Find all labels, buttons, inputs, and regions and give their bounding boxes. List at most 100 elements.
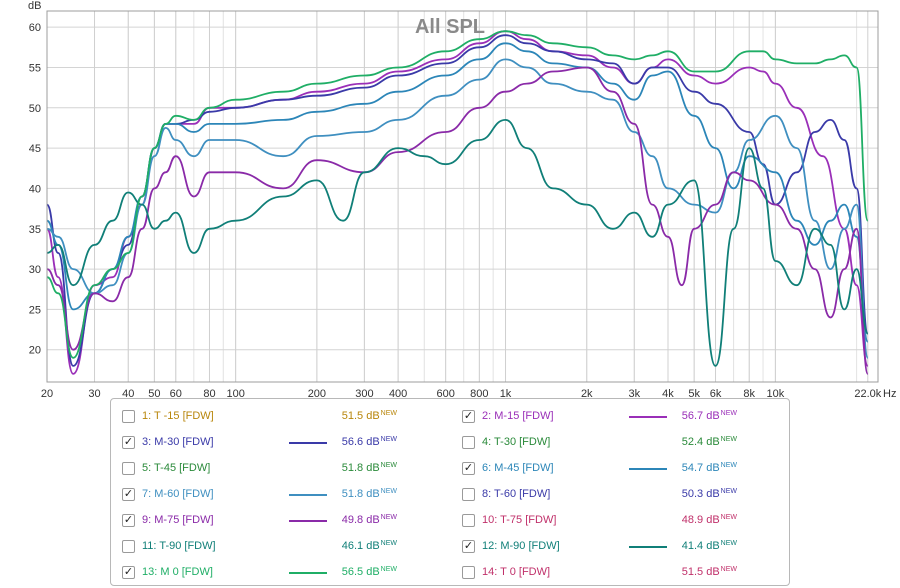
x-tick-label: 8k <box>743 388 755 400</box>
y-tick-label: 60 <box>29 22 41 34</box>
x-tick-label: 400 <box>389 388 407 400</box>
legend-row: ✓ 3: M-30 [FDW] 56.6 dBNEW 4: T-30 [FDW] 52.… <box>111 430 789 456</box>
legend-label[interactable]: 1: T -15 [FDW] <box>142 410 214 422</box>
series-line-3 <box>47 42 869 343</box>
series-line-5 <box>47 66 869 375</box>
y-tick-label: 40 <box>29 183 41 195</box>
legend-label[interactable]: 9: M-75 [FDW] <box>142 514 214 526</box>
legend-new-badge: NEW <box>380 462 397 469</box>
legend-value: 51.5 dBNEW <box>337 410 397 422</box>
y-tick-label: 25 <box>29 304 41 316</box>
legend-value-text: 51.8 dB <box>341 462 380 474</box>
legend-checkbox[interactable] <box>462 514 475 527</box>
legend-name: M-75 [FDW] <box>154 514 214 526</box>
x-tick-label: 20 <box>41 388 53 400</box>
legend-new-badge: NEW <box>380 436 397 443</box>
legend-row: ✓ 7: M-60 [FDW] 51.8 dBNEW 8: T-60 [FDW] 50.… <box>111 482 789 508</box>
x-tick-label: 22.0k <box>854 388 881 400</box>
legend-new-badge: NEW <box>380 514 397 521</box>
series-line-7 <box>47 30 869 359</box>
legend-value: 51.8 dBNEW <box>337 462 397 474</box>
legend-checkbox[interactable] <box>122 410 135 423</box>
legend-label[interactable]: 8: T-60 [FDW] <box>482 488 550 500</box>
legend-label[interactable]: 12: M-90 [FDW] <box>482 540 560 552</box>
legend-entry: ✓ 2: M-15 [FDW] 56.7 dBNEW <box>451 404 791 430</box>
x-tick-label: 30 <box>88 388 100 400</box>
legend-panel: 1: T -15 [FDW] 51.5 dBNEW ✓ 2: M-15 [FDW] 56… <box>110 398 790 586</box>
y-axis-unit: dB <box>28 0 41 12</box>
legend-line-swatch <box>629 416 667 418</box>
legend-value: 41.4 dBNEW <box>677 540 737 552</box>
legend-line-swatch <box>289 572 327 574</box>
legend-entry: ✓ 13: M 0 [FDW] 56.5 dBNEW <box>111 560 451 586</box>
legend-value: 49.8 dBNEW <box>337 514 397 526</box>
legend-number: 8: <box>482 488 492 500</box>
legend-value: 54.7 dBNEW <box>677 462 737 474</box>
legend-line-swatch <box>289 520 327 522</box>
legend-label[interactable]: 3: M-30 [FDW] <box>142 436 214 448</box>
legend-name: T-60 [FDW] <box>494 488 551 500</box>
legend-row: ✓ 9: M-75 [FDW] 49.8 dBNEW 10: T-75 [FDW] 48… <box>111 508 789 534</box>
legend-checkbox[interactable] <box>122 540 135 553</box>
legend-number: 13: <box>142 566 158 578</box>
legend-label[interactable]: 11: T-90 [FDW] <box>142 540 216 552</box>
legend-value-text: 51.8 dB <box>341 488 380 500</box>
legend-number: 4: <box>482 436 492 448</box>
legend-line-swatch <box>289 442 327 444</box>
legend-label[interactable]: 6: M-45 [FDW] <box>482 462 554 474</box>
legend-name: T-75 [FDW] <box>500 514 557 526</box>
series-line-2 <box>47 34 869 367</box>
x-axis-unit: Hz <box>883 388 896 400</box>
legend-entry: ✓ 7: M-60 [FDW] 51.8 dBNEW <box>111 482 451 508</box>
legend-label[interactable]: 7: M-60 [FDW] <box>142 488 214 500</box>
legend-number: 1: <box>142 410 152 422</box>
legend-new-badge: NEW <box>380 488 397 495</box>
legend-name: M-90 [FDW] <box>500 540 560 552</box>
legend-checkbox[interactable]: ✓ <box>122 514 135 527</box>
legend-checkbox[interactable] <box>122 462 135 475</box>
legend-new-badge: NEW <box>720 540 737 547</box>
legend-value: 46.1 dBNEW <box>337 540 397 552</box>
legend-checkbox[interactable] <box>462 566 475 579</box>
legend-checkbox[interactable] <box>462 436 475 449</box>
legend-label[interactable]: 2: M-15 [FDW] <box>482 410 554 422</box>
legend-checkbox[interactable]: ✓ <box>122 566 135 579</box>
legend-number: 6: <box>482 462 492 474</box>
legend-value-text: 52.4 dB <box>681 436 720 448</box>
legend-name: M-60 [FDW] <box>154 488 214 500</box>
x-tick-label: 5k <box>688 388 700 400</box>
series-line-1 <box>47 30 869 375</box>
legend-checkbox[interactable]: ✓ <box>462 410 475 423</box>
legend-checkbox[interactable]: ✓ <box>462 540 475 553</box>
series-line-6 <box>47 119 869 367</box>
legend-label[interactable]: 14: T 0 [FDW] <box>482 566 550 578</box>
legend-line-swatch <box>289 494 327 496</box>
legend-value: 52.4 dBNEW <box>677 436 737 448</box>
legend-value: 48.9 dBNEW <box>677 514 737 526</box>
legend-checkbox[interactable] <box>462 488 475 501</box>
legend-checkbox[interactable]: ✓ <box>122 436 135 449</box>
legend-label[interactable]: 13: M 0 [FDW] <box>142 566 213 578</box>
legend-label[interactable]: 10: T-75 [FDW] <box>482 514 556 526</box>
legend-checkbox[interactable]: ✓ <box>462 462 475 475</box>
x-tick-label: 2k <box>581 388 593 400</box>
y-tick-label: 55 <box>29 62 41 74</box>
legend-name: T-30 [FDW] <box>494 436 551 448</box>
legend-new-badge: NEW <box>380 566 397 573</box>
legend-value-text: 54.7 dB <box>681 462 720 474</box>
legend-label[interactable]: 5: T-45 [FDW] <box>142 462 210 474</box>
legend-checkbox[interactable]: ✓ <box>122 488 135 501</box>
legend-new-badge: NEW <box>720 566 737 573</box>
legend-label[interactable]: 4: T-30 [FDW] <box>482 436 550 448</box>
tick-labels: 20 25 30 35 40 45 50 55 60 20 30 40 50 60 80 100 200 300 4… <box>29 22 882 400</box>
legend-name: T-90 [FDW] <box>159 540 216 552</box>
x-tick-label: 6k <box>710 388 722 400</box>
legend-line-swatch <box>629 468 667 470</box>
y-tick-label: 20 <box>29 345 41 357</box>
legend-new-badge: NEW <box>720 488 737 495</box>
x-tick-label: 100 <box>226 388 244 400</box>
legend-line-swatch <box>629 546 667 548</box>
legend-number: 3: <box>142 436 152 448</box>
x-tick-label: 200 <box>308 388 326 400</box>
legend-name: T 0 [FDW] <box>500 566 551 578</box>
